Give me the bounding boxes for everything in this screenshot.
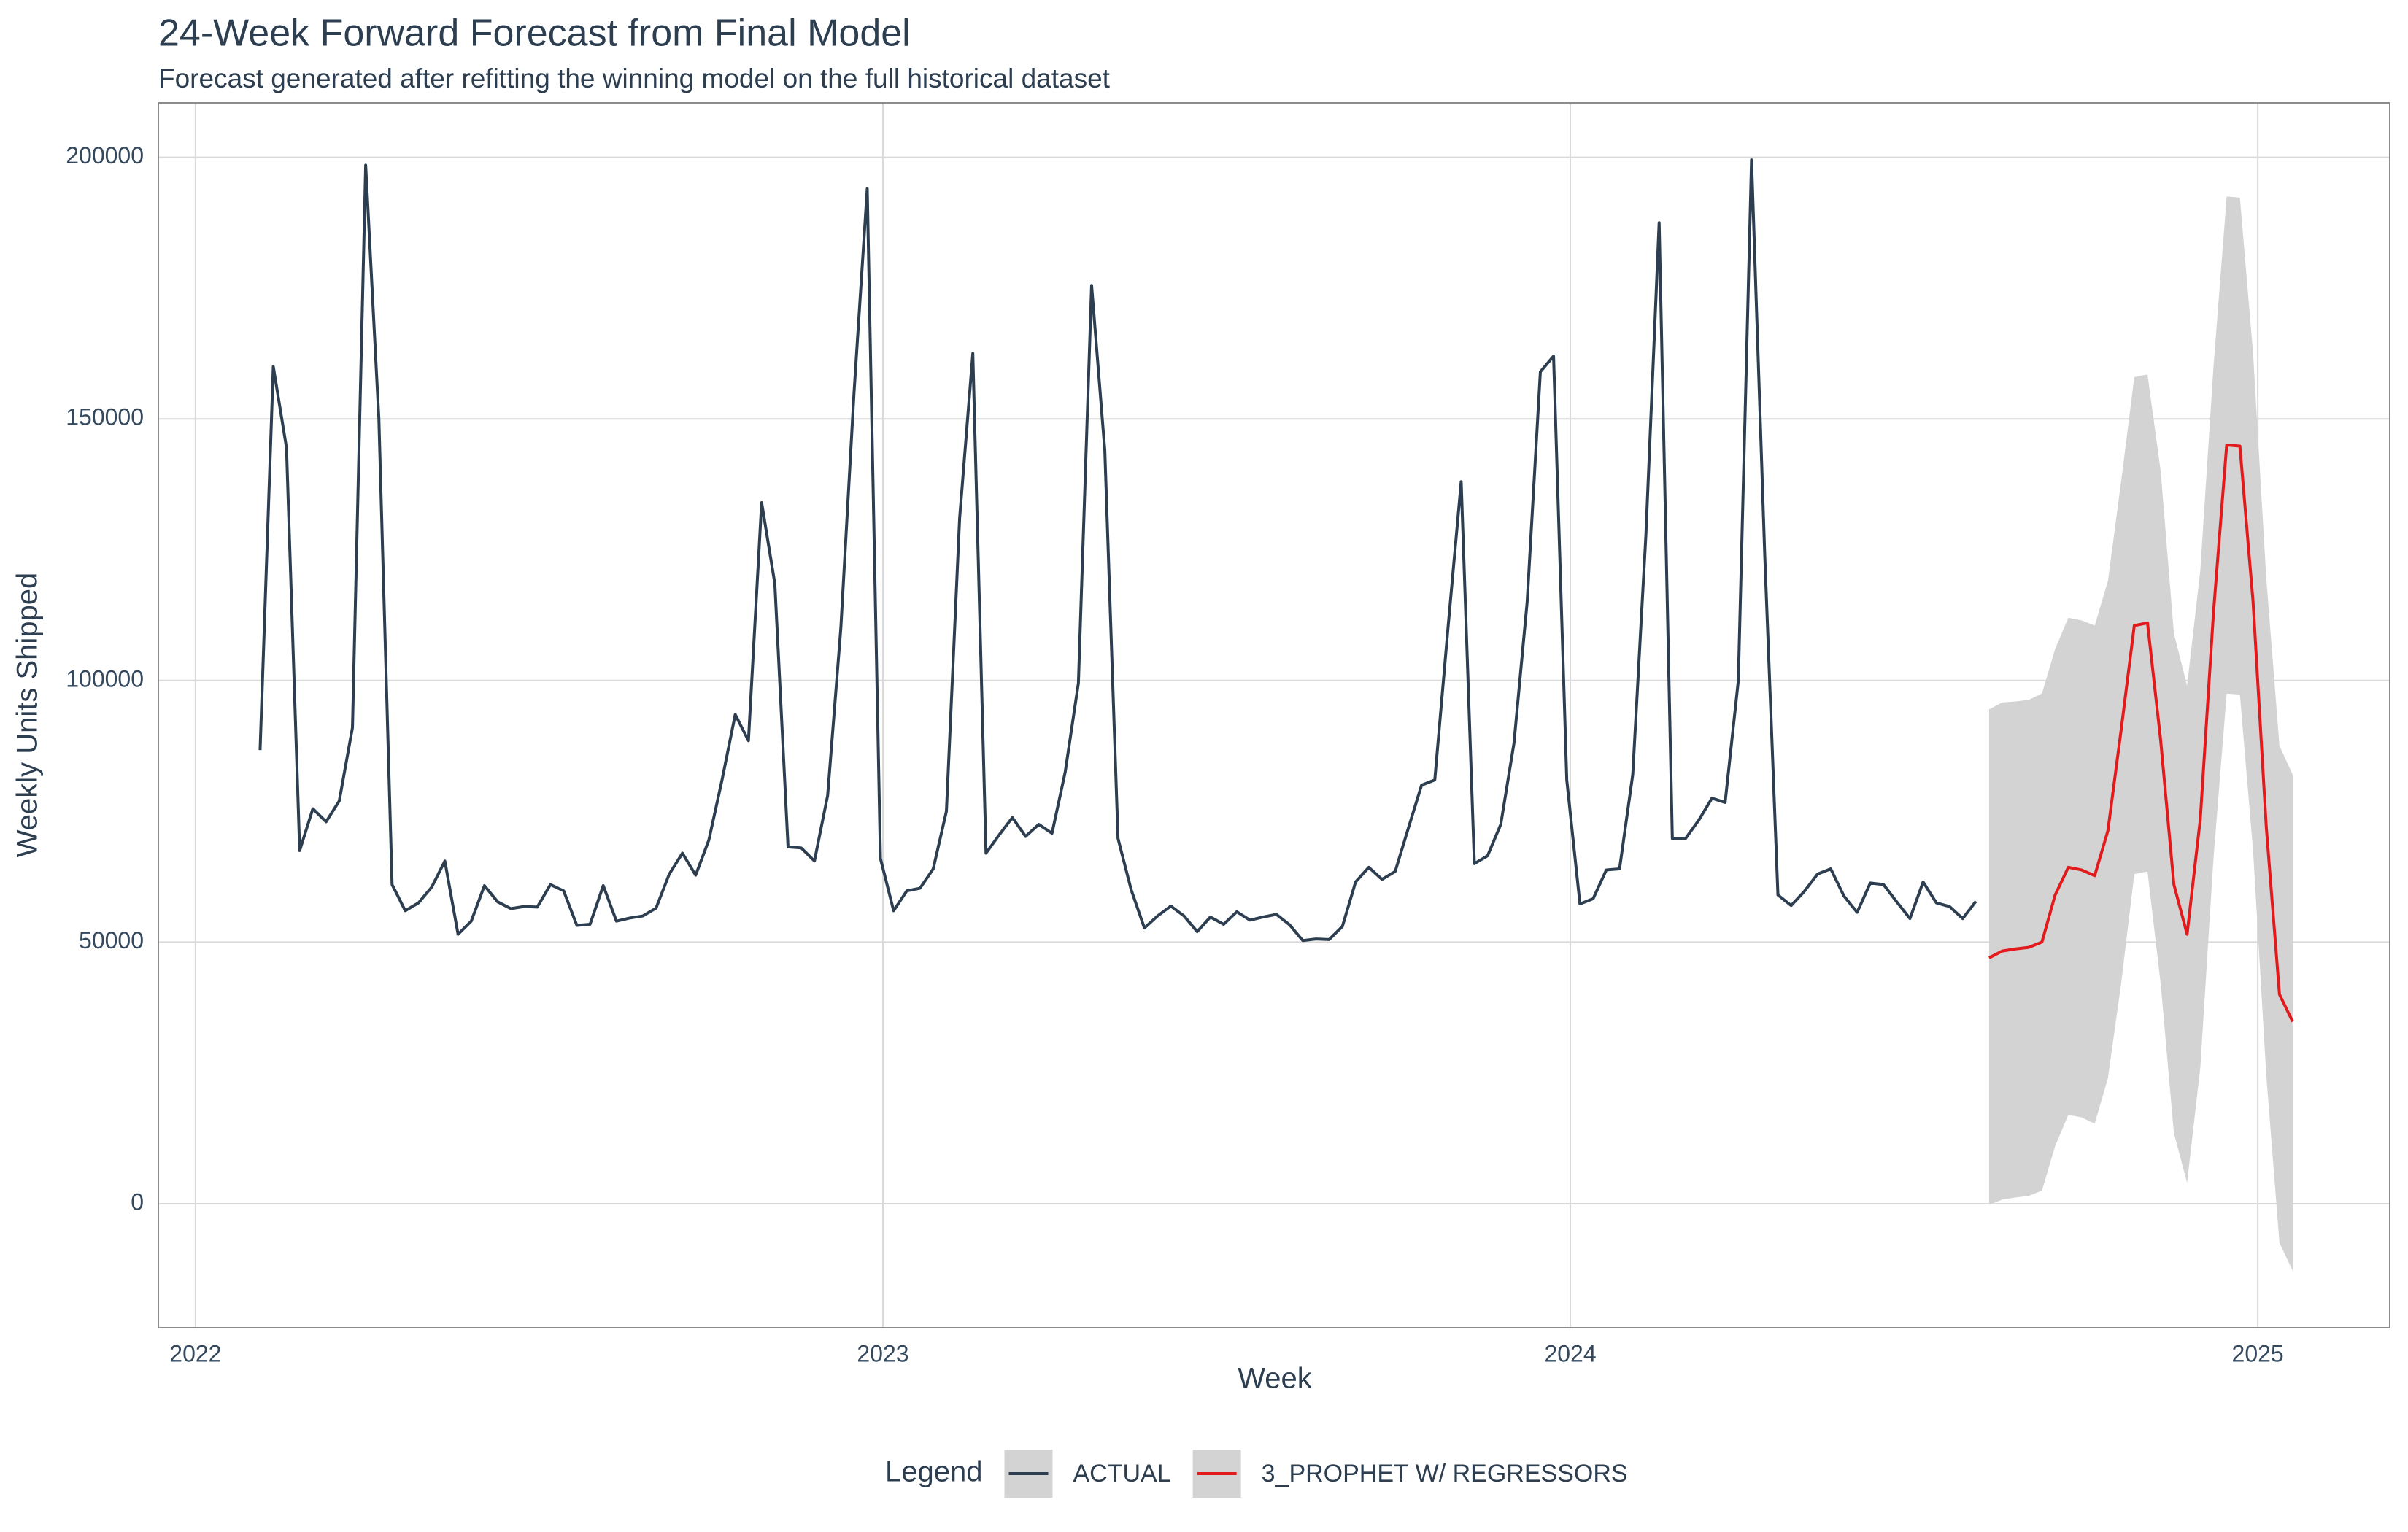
- y-tick-label: 200000: [66, 142, 144, 169]
- y-tick-label: 50000: [79, 927, 144, 953]
- plot-border: [158, 102, 2390, 1328]
- legend: Legend ACTUAL 3_PROPHET W/ REGRESSORS: [885, 1450, 1628, 1498]
- legend-label: ACTUAL: [1073, 1460, 1170, 1487]
- y-axis-title: Weekly Units Shipped: [12, 573, 44, 858]
- chart-subtitle: Forecast generated after refitting the w…: [158, 63, 1111, 93]
- x-tick-label: 2022: [169, 1340, 221, 1366]
- y-tick-label: 0: [131, 1188, 144, 1215]
- y-tick-label: 100000: [66, 665, 144, 692]
- x-axis-title: Week: [1238, 1363, 1313, 1395]
- series-line: [1988, 444, 2294, 1023]
- plot-area: [258, 158, 2294, 1271]
- chart-title: 24-Week Forward Forecast from Final Mode…: [158, 12, 911, 55]
- y-tick-label: 150000: [66, 404, 144, 430]
- confidence-band: [1988, 196, 2293, 1271]
- series-line: [258, 158, 1977, 943]
- legend-label: 3_PROPHET W/ REGRESSORS: [1262, 1460, 1628, 1487]
- x-tick-label: 2025: [2232, 1340, 2284, 1366]
- x-tick-label: 2023: [857, 1340, 908, 1366]
- x-tick-label: 2024: [1544, 1340, 1596, 1366]
- legend-title: Legend: [885, 1456, 982, 1488]
